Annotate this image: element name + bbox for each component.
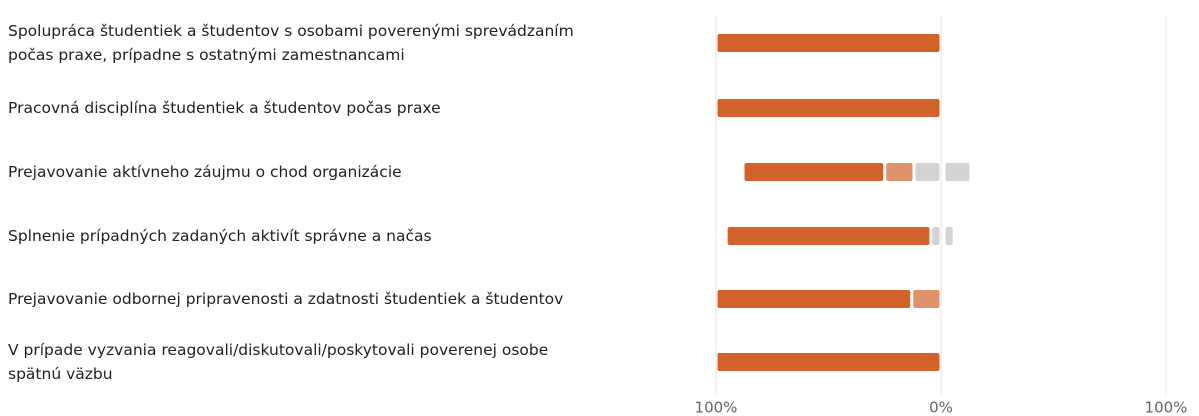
bar-segment: [945, 227, 953, 245]
bar-segment: [913, 290, 940, 308]
bar-segment: [717, 353, 940, 371]
bar-segment: [945, 163, 970, 181]
bar-segment: [727, 227, 930, 245]
category-label: Prejavovanie aktívneho záujmu o chod org…: [8, 163, 402, 181]
bar-segment: [717, 99, 940, 117]
bar-segment: [886, 163, 913, 181]
x-tick-label: 0%: [929, 399, 953, 416]
bar-segment: [915, 163, 940, 181]
x-tick-label: 100%: [1145, 399, 1188, 416]
category-label: Splnenie prípadných zadaných aktivít spr…: [8, 227, 432, 245]
category-label: V prípade vyzvania reagovali/diskutovali…: [8, 341, 549, 383]
category-label: Pracovná disciplína študentiek a študent…: [8, 99, 441, 117]
bar-segment: [932, 227, 940, 245]
category-label: Spolupráca študentiek a študentov s osob…: [8, 22, 574, 64]
bar-segment: [717, 290, 911, 308]
category-label: Prejavovanie odbornej pripravenosti a zd…: [8, 290, 564, 308]
bar-segment: [744, 163, 884, 181]
bar-segment: [717, 34, 940, 52]
x-tick-label: 100%: [695, 399, 738, 416]
